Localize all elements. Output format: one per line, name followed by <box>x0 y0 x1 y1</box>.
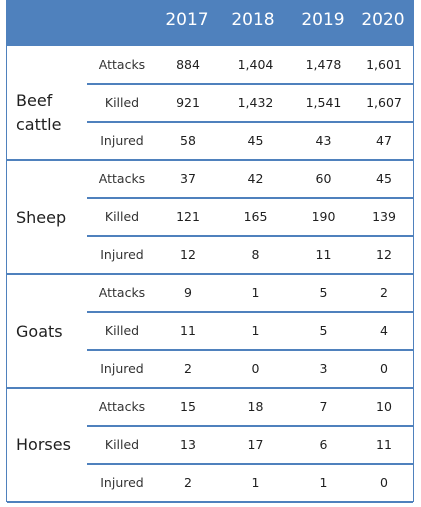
species-label: Horses <box>16 435 71 454</box>
table-row: Killed 13 17 6 11 <box>7 426 413 464</box>
group-divider <box>7 501 413 503</box>
metric-label: Killed <box>104 437 140 452</box>
value-cell: 47 <box>376 133 392 148</box>
value-cell: 165 <box>243 209 268 224</box>
value-cell: 10 <box>376 399 392 414</box>
value-cell: 1 <box>251 475 260 490</box>
value-cell: 0 <box>380 475 388 490</box>
value-cell: 45 <box>376 171 392 186</box>
row-divider <box>87 121 413 123</box>
year-header: 2017 <box>165 10 209 30</box>
table-row: Killed 921 1,432 1,541 1,607 <box>7 84 413 122</box>
metric-label: Injured <box>100 361 144 376</box>
species-group: Sheep Attacks 37 42 60 45 Killed 121 165 190 139 In… <box>7 160 413 275</box>
species-label: Goats <box>16 322 63 341</box>
value-cell: 139 <box>372 209 396 224</box>
value-cell: 1,478 <box>305 57 342 72</box>
value-cell: 1,404 <box>237 57 274 72</box>
value-cell: 2 <box>184 361 192 376</box>
livestock-attacks-table: 2017 2018 2019 2020 Beef cattle Attacks 88… <box>6 0 414 503</box>
value-cell: 17 <box>247 437 264 452</box>
value-cell: 11 <box>315 247 332 262</box>
value-cell: 0 <box>380 361 388 376</box>
value-cell: 18 <box>247 399 264 414</box>
year-header: 2020 <box>361 10 405 30</box>
table-row: Killed 11 1 5 4 <box>7 312 413 350</box>
value-cell: 5 <box>319 323 328 338</box>
metric-label: Killed <box>104 209 140 224</box>
row-divider <box>87 235 413 237</box>
species-label: Beef cattle <box>16 91 62 134</box>
value-cell: 1,601 <box>366 57 402 72</box>
species-group: Horses Attacks 15 18 7 10 Killed 13 17 6 11 Injured… <box>7 388 413 503</box>
table-row: Attacks 9 1 5 2 <box>7 274 413 312</box>
value-cell: 13 <box>180 437 196 452</box>
value-cell: 2 <box>380 285 388 300</box>
value-cell: 7 <box>319 399 328 414</box>
value-cell: 884 <box>176 57 200 72</box>
row-divider <box>87 311 413 313</box>
value-cell: 58 <box>180 133 196 148</box>
metric-label: Attacks <box>98 57 146 72</box>
metric-label: Injured <box>100 133 144 148</box>
value-cell: 8 <box>251 247 260 262</box>
value-cell: 9 <box>184 285 192 300</box>
table-row: Injured 58 45 43 47 <box>7 122 413 160</box>
metric-label: Attacks <box>98 171 146 186</box>
value-cell: 43 <box>315 133 332 148</box>
row-divider <box>87 425 413 427</box>
value-cell: 12 <box>180 247 196 262</box>
metric-label: Killed <box>104 323 140 338</box>
species-label: Sheep <box>16 208 67 227</box>
value-cell: 0 <box>251 361 260 376</box>
group-divider <box>7 273 413 275</box>
value-cell: 11 <box>180 323 196 338</box>
value-cell: 4 <box>380 323 388 338</box>
value-cell: 1,607 <box>366 95 402 110</box>
value-cell: 1,432 <box>237 95 274 110</box>
table-row: Injured 12 8 11 12 <box>7 236 413 274</box>
value-cell: 2 <box>184 475 192 490</box>
value-cell: 1 <box>251 285 260 300</box>
value-cell: 12 <box>376 247 392 262</box>
value-cell: 15 <box>180 399 196 414</box>
value-cell: 60 <box>315 171 332 186</box>
table-header: 2017 2018 2019 2020 <box>7 1 413 46</box>
value-cell: 121 <box>176 209 200 224</box>
value-cell: 45 <box>247 133 264 148</box>
year-header: 2019 <box>301 10 345 30</box>
row-divider <box>87 463 413 465</box>
group-divider <box>7 387 413 389</box>
value-cell: 42 <box>247 171 264 186</box>
species-group: Beef cattle Attacks 884 1,404 1,478 1,601 Kill… <box>7 46 413 161</box>
table-row: Attacks 37 42 60 45 <box>7 160 413 198</box>
value-cell: 1 <box>319 475 328 490</box>
value-cell: 1,541 <box>305 95 342 110</box>
table-row: Injured 2 1 1 0 <box>7 464 413 502</box>
metric-label: Injured <box>100 247 144 262</box>
metric-label: Attacks <box>98 285 146 300</box>
species-group: Goats Attacks 9 1 5 2 Killed 11 1 5 4 Injured 2 0 3 0 <box>7 274 413 389</box>
metric-label: Injured <box>100 475 144 490</box>
value-cell: 1 <box>251 323 260 338</box>
value-cell: 3 <box>319 361 328 376</box>
value-cell: 921 <box>176 95 200 110</box>
table-row: Attacks 15 18 7 10 <box>7 388 413 426</box>
metric-label: Killed <box>104 95 140 110</box>
row-divider <box>87 83 413 85</box>
value-cell: 6 <box>319 437 328 452</box>
value-cell: 5 <box>319 285 328 300</box>
value-cell: 190 <box>311 209 336 224</box>
group-divider <box>7 159 413 161</box>
table-row: Attacks 884 1,404 1,478 1,601 <box>7 46 413 84</box>
table-row: Injured 2 0 3 0 <box>7 350 413 388</box>
row-divider <box>87 349 413 351</box>
value-cell: 37 <box>180 171 196 186</box>
table-row: Killed 121 165 190 139 <box>7 198 413 236</box>
value-cell: 11 <box>376 437 392 452</box>
row-divider <box>87 197 413 199</box>
metric-label: Attacks <box>98 399 146 414</box>
year-header: 2018 <box>231 10 275 30</box>
